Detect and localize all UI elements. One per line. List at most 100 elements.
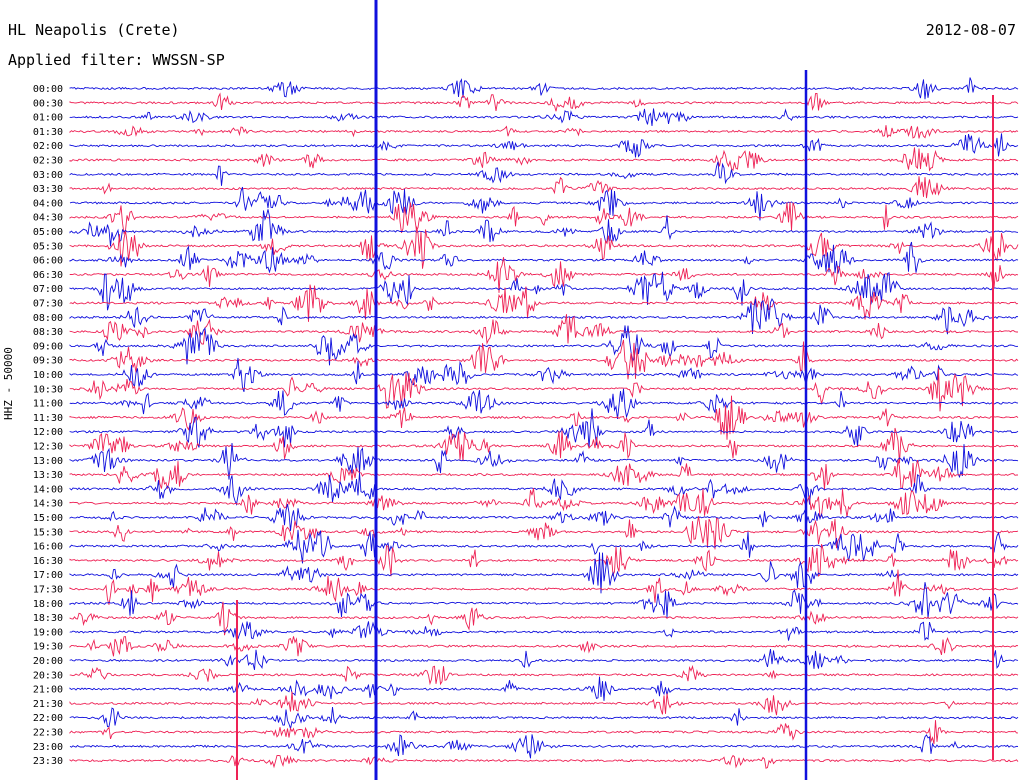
- trace-0030: [69, 92, 1019, 112]
- filter-label: Applied filter: WWSSN-SP: [8, 51, 225, 69]
- time-label: 08:30: [33, 327, 63, 338]
- trace-1600: [69, 529, 1019, 564]
- time-label: 07:00: [33, 284, 63, 295]
- trace-0000: [69, 77, 1019, 100]
- record-date: 2012-08-07: [925, 21, 1016, 39]
- trace-0230: [69, 147, 1019, 172]
- time-label: 04:00: [33, 198, 63, 209]
- trace-0430: [69, 201, 1019, 235]
- trace-2030: [69, 664, 1019, 686]
- trace-0600: [69, 241, 1019, 274]
- trace-0330: [69, 176, 1019, 199]
- time-label: 10:30: [33, 384, 63, 395]
- trace-0630: [69, 257, 1019, 293]
- time-label: 18:00: [33, 599, 63, 610]
- time-label: 06:30: [33, 270, 63, 281]
- time-label: 20:30: [33, 670, 63, 681]
- time-label: 12:00: [33, 427, 63, 438]
- trace-1530: [69, 516, 1019, 550]
- time-label: 00:30: [33, 98, 63, 109]
- time-label: 21:00: [33, 685, 63, 696]
- time-label: 16:00: [33, 542, 63, 553]
- trace-0800: [69, 298, 1019, 335]
- time-label: 20:00: [33, 656, 63, 667]
- time-label: 13:30: [33, 470, 63, 481]
- time-label: 17:30: [33, 585, 63, 596]
- time-label: 23:30: [33, 756, 63, 767]
- time-label: 21:30: [33, 699, 63, 710]
- time-label: 13:00: [33, 456, 63, 467]
- trace-1500: [69, 503, 1019, 531]
- time-label: 23:00: [33, 742, 63, 753]
- time-label: 15:30: [33, 527, 63, 538]
- trace-1000: [69, 357, 1019, 393]
- trace-2330: [69, 754, 1019, 769]
- time-label: 09:30: [33, 356, 63, 367]
- time-label: 17:00: [33, 570, 63, 581]
- trace-1100: [69, 388, 1019, 420]
- trace-1930: [69, 636, 1019, 657]
- time-label: 05:00: [33, 227, 63, 238]
- time-label: 10:00: [33, 370, 63, 381]
- trace-0100: [69, 108, 1019, 127]
- traces: [69, 0, 1019, 780]
- time-label: 11:00: [33, 399, 63, 410]
- trace-0900: [69, 325, 1019, 366]
- trace-1330: [69, 459, 1018, 490]
- trace-1830: [69, 601, 1019, 636]
- time-label: 15:00: [33, 513, 63, 524]
- time-label: 14:30: [33, 499, 63, 510]
- trace-1200: [69, 408, 1019, 449]
- time-label: 19:00: [33, 627, 63, 638]
- time-label: 01:30: [33, 127, 63, 138]
- trace-1900: [69, 621, 1019, 641]
- trace-0830: [69, 314, 1018, 345]
- time-label: 02:00: [33, 141, 63, 152]
- trace-0300: [69, 161, 1019, 186]
- trace-0130: [69, 125, 1019, 139]
- trace-2200: [69, 707, 1019, 731]
- trace-0700: [69, 271, 1019, 311]
- trace-0200: [69, 133, 1019, 158]
- time-label: 00:00: [33, 84, 63, 95]
- trace-0400: [69, 186, 1019, 221]
- trace-0500: [69, 209, 1019, 247]
- trace-2100: [69, 676, 1019, 701]
- trace-1400: [69, 472, 1019, 506]
- time-label: 14:00: [33, 484, 63, 495]
- time-label: 01:00: [33, 113, 63, 124]
- time-label: 22:30: [33, 728, 63, 739]
- time-label: 06:00: [33, 256, 63, 267]
- trace-2000: [69, 649, 1019, 671]
- time-label: 11:30: [33, 413, 63, 424]
- trace-1800: [69, 582, 1019, 619]
- time-label: 22:00: [33, 713, 63, 724]
- trace-1230: [69, 427, 1019, 464]
- trace-1030: [69, 368, 1019, 412]
- trace-2300: [69, 734, 1019, 759]
- trace-0530: [69, 226, 1019, 269]
- trace-2130: [69, 691, 1019, 716]
- time-label: 18:30: [33, 613, 63, 624]
- time-label: 03:00: [33, 170, 63, 181]
- trace-1130: [69, 395, 1019, 440]
- time-labels: 00:00 00:30 01:00 01:30 02:00 02:30 03:00 03:30…: [33, 84, 63, 767]
- time-label: 09:00: [33, 341, 63, 352]
- time-label: 16:30: [33, 556, 63, 567]
- time-label: 02:30: [33, 156, 63, 167]
- time-label: 04:30: [33, 213, 63, 224]
- trace-1730: [69, 569, 1018, 605]
- station-title: HL Neapolis (Crete): [8, 21, 180, 39]
- trace-1630: [69, 543, 1019, 577]
- time-label: 08:00: [33, 313, 63, 324]
- time-label: 03:30: [33, 184, 63, 195]
- time-label: 19:30: [33, 642, 63, 653]
- time-label: 05:30: [33, 241, 63, 252]
- trace-1430: [69, 488, 1019, 520]
- time-label: 07:30: [33, 299, 63, 310]
- trace-0730: [69, 284, 1019, 322]
- time-label: 12:30: [33, 442, 63, 453]
